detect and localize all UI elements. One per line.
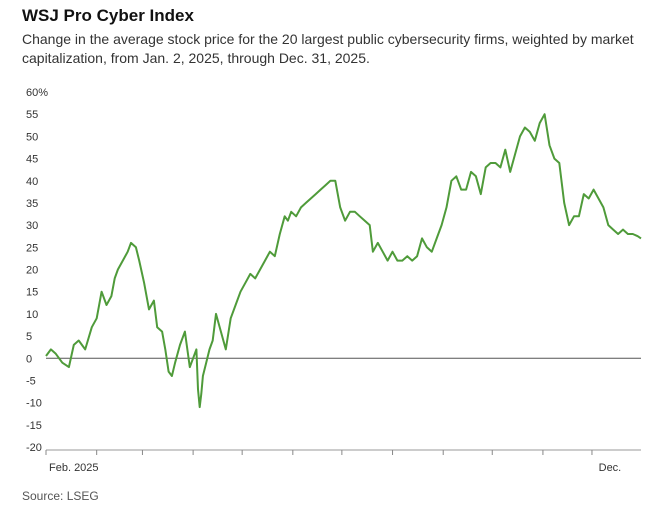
y-tick-label: 20 [26,265,38,277]
y-tick-label: 55 [26,109,38,121]
y-tick-label: 25 [26,242,38,254]
y-tick-label: 35 [26,198,38,210]
y-tick-label: 15 [26,287,38,299]
y-tick-label: 45 [26,154,38,166]
y-tick-label: 10 [26,309,38,321]
y-tick-label: 40 [26,176,38,188]
series-group [45,113,642,409]
y-tick-label: 0 [26,353,32,365]
series-line [45,113,642,409]
y-tick-label: 50 [26,131,38,143]
y-axis-labels: -20 -15 -10 -5 0 5 10 15 20 25 30 35 40 45 50 55 60% [26,87,48,454]
y-tick-label: -10 [26,398,42,410]
y-tick-label: -20 [26,442,42,454]
x-axis: Feb. 2025 Dec. [45,357,641,474]
y-tick-label: 30 [26,220,38,232]
y-tick-label: -15 [26,420,42,432]
chart-title: WSJ Pro Cyber Index [22,6,194,25]
y-tick-label: 60% [26,87,48,99]
chart-subtitle: Change in the average stock price for th… [22,31,634,66]
y-tick-label: -5 [26,375,36,387]
x-tick-label: Dec. [599,462,622,474]
x-tick-label: Feb. 2025 [49,462,99,474]
y-tick-label: 5 [26,331,32,343]
source-note: Source: LSEG [22,489,99,503]
